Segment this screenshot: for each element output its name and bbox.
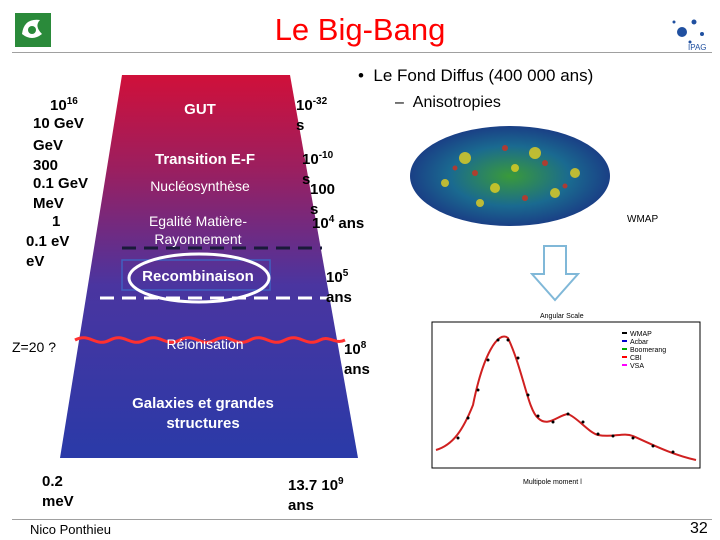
label-transition: Transition E-F (154, 151, 255, 168)
theory-curve (435, 335, 697, 461)
wmap-sky-map: WMAP (405, 118, 710, 233)
label-time-1: 10-32 s (296, 96, 328, 134)
down-arrow-icon (529, 244, 581, 302)
page-number: 32 (690, 520, 708, 537)
label-energy-1ev: 1 (52, 213, 61, 230)
label-bottom-energy: 0.2 meV (42, 473, 74, 510)
svg-text:VSA: VSA (630, 363, 644, 370)
title-rule (12, 52, 712, 53)
cone-shape (60, 75, 358, 458)
svg-text:CBI: CBI (630, 355, 642, 362)
label-time-3: 100 s (310, 181, 336, 218)
label-reionisation: Réionisation (166, 336, 244, 352)
label-galaxies: Galaxies et grandes structures (132, 395, 274, 432)
sub-bullet-anisotropies: – Anisotropies (395, 94, 501, 111)
label-z20: Z=20 ? (12, 339, 56, 355)
plot-top-label: Angular Scale (540, 313, 584, 320)
footer-author: Nico Ponthieu (30, 522, 111, 537)
label-energy-gut: 1016 (50, 96, 78, 114)
slide-title: Le Big-Bang (274, 12, 446, 47)
label-time-7: 13.7 109 ans (288, 476, 344, 514)
label-nucleosynthese: Nucléosynthèse (150, 178, 250, 194)
reionisation-wave (74, 336, 346, 344)
plot-x-label: Multipole moment l (523, 479, 582, 486)
wmap-label: WMAP (627, 214, 658, 225)
svg-text:Acbar: Acbar (630, 339, 649, 346)
label-recombinaison: Recombinaison (142, 268, 254, 285)
ipag-logo: IPAG (668, 12, 712, 52)
label-time-6: 108 ans (344, 340, 370, 378)
recombinaison-ellipse (127, 252, 271, 304)
data-points (456, 338, 675, 454)
svg-text:IPAG: IPAG (688, 43, 707, 52)
plot-legend: WMAP Acbar Boomerang CBI VSA (622, 331, 666, 370)
label-energy-01ev: 0.1 eV eV (26, 233, 70, 270)
label-time-4: 104 ans (312, 214, 365, 232)
label-gut: GUT (184, 101, 216, 118)
bullet-fond-diffus: • Le Fond Diffus (400 000 ans) (358, 66, 594, 85)
label-energy-01mev: 0.1 GeV MeV (33, 175, 89, 212)
svg-text:Boomerang: Boomerang (630, 347, 666, 354)
label-energy-300: GeV 300 (33, 137, 64, 174)
label-time-5: 105 ans (326, 268, 352, 306)
label-energy-10: 10 GeV (33, 115, 84, 132)
power-spectrum-plot: Angular Scale Multipole moment l WMAP Ac… (408, 310, 710, 488)
svg-text:WMAP: WMAP (630, 331, 652, 338)
lab-logo (14, 12, 52, 48)
label-time-2: 10-10 s (302, 150, 334, 188)
footer-rule (12, 519, 712, 520)
label-egalite: Egalité Matière-Rayonnement (148, 213, 248, 247)
